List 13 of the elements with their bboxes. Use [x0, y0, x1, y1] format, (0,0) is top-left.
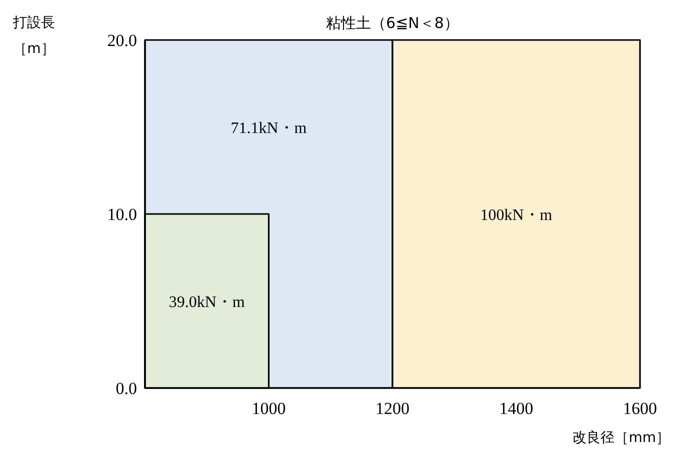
chart-title: 粘性土（6≦N＜8）	[326, 14, 459, 32]
series-label: 100kN・m	[480, 207, 553, 224]
x-axis-title: 改良径［mm］	[572, 430, 670, 446]
y-tick-label: 0.0	[116, 379, 137, 398]
x-tick-label: 1000	[252, 399, 286, 418]
y-tick-label: 20.0	[107, 31, 137, 50]
y-axis-title: 打設長［m］	[12, 14, 56, 59]
x-tick-label: 1600	[623, 399, 657, 418]
x-tick-label: 1400	[499, 399, 534, 418]
series-label: 39.0kN・m	[168, 294, 246, 311]
series-label: 71.1kN・m	[230, 120, 308, 137]
x-tick-label: 1200	[376, 399, 410, 418]
y-tick-label: 10.0	[107, 205, 137, 224]
